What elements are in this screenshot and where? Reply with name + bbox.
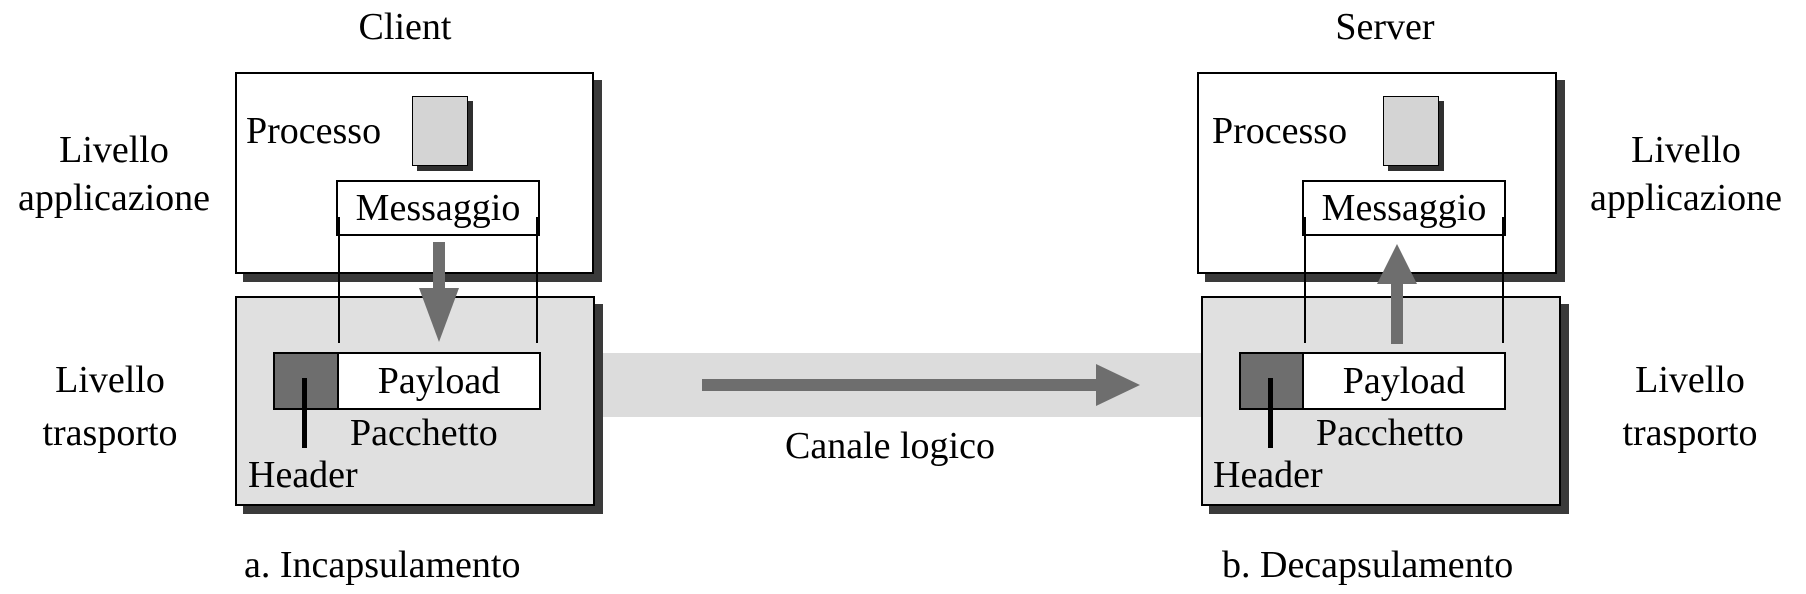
client-transport-layer-label: Livello trasporto <box>10 354 210 460</box>
client-caption: a. Incapsulamento <box>244 544 521 586</box>
server-bracket-right-line <box>1502 217 1504 343</box>
client-transport-layer-label-line1: Livello <box>55 359 165 401</box>
client-packet-label: Pacchetto <box>350 412 498 454</box>
client-process-label: Processo <box>246 110 382 152</box>
client-bracket-right-line <box>536 217 538 343</box>
logical-channel-label: Canale logico <box>785 425 995 467</box>
client-header-pointer <box>302 378 307 448</box>
server-process-square <box>1383 96 1439 166</box>
server-app-layer-label-line1: Livello <box>1631 129 1741 171</box>
server-payload-box: Payload <box>1302 352 1506 410</box>
client-process-square <box>412 96 468 166</box>
client-title: Client <box>358 6 452 48</box>
server-transport-layer-label-line1: Livello <box>1635 359 1745 401</box>
server-process-label: Processo <box>1212 110 1348 152</box>
client-payload-box: Payload <box>337 352 541 410</box>
server-app-layer-label-line2: applicazione <box>1589 177 1782 219</box>
server-bracket-left-line <box>1304 217 1306 343</box>
server-title: Server <box>1335 6 1435 48</box>
client-transport-layer-label-line2: trasporto <box>42 412 178 454</box>
client-app-layer-label-line2: applicazione <box>17 177 210 219</box>
decapsulation-arrow-up <box>1377 244 1417 344</box>
server-header-pointer <box>1268 378 1273 448</box>
server-transport-layer-label-line2: trasporto <box>1622 412 1758 454</box>
server-caption: b. Decapsulamento <box>1222 544 1514 586</box>
logical-channel-arrow <box>702 364 1140 406</box>
client-message-box: Messaggio <box>336 180 540 236</box>
encapsulation-arrow-down <box>419 242 459 342</box>
client-app-layer-label: Livello applicazione <box>0 126 228 222</box>
client-header-label: Header <box>248 454 358 496</box>
client-app-layer-label-line1: Livello <box>59 129 169 171</box>
server-header-label: Header <box>1213 454 1323 496</box>
server-app-layer-label: Livello applicazione <box>1568 126 1804 222</box>
server-application-box <box>1197 72 1557 274</box>
server-message-box: Messaggio <box>1302 180 1506 236</box>
client-bracket-left-line <box>338 217 340 343</box>
server-transport-layer-label: Livello trasporto <box>1590 354 1790 460</box>
server-packet-label: Pacchetto <box>1316 412 1464 454</box>
